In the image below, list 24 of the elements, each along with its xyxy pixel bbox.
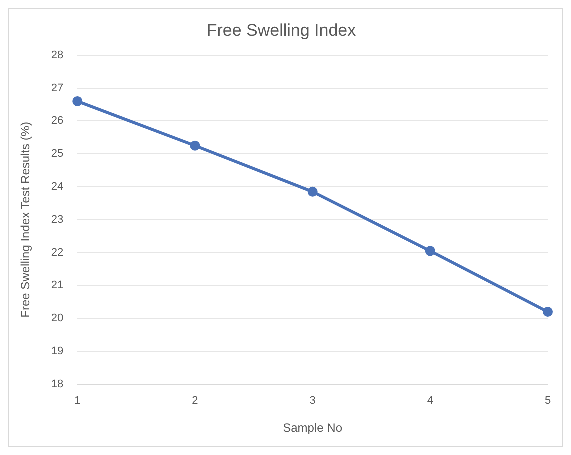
y-tick-label: 28 [51,49,64,62]
chart-title: Free Swelling Index [206,20,357,40]
point [190,140,200,151]
y-tick-label: 27 [51,82,64,94]
y-tick-label: 21 [51,280,64,292]
x-tick-label: 2 [192,395,198,408]
y-axis-title: Free Swelling Index Test Results (%) [18,122,33,318]
x-tick-label: 4 [427,395,434,408]
y-tick-label: 18 [51,378,64,390]
point [425,246,436,256]
x-axis-title: Sample No [283,421,343,436]
y-tick-label: 24 [51,181,64,194]
y-tick-label: 19 [51,346,64,358]
y-tick-label: 20 [51,312,64,325]
y-tick-label: 22 [51,246,64,259]
y-tick-label: 25 [51,148,64,160]
x-tick-label: 3 [310,395,316,408]
y-tick-label: 23 [51,214,64,226]
point [72,96,83,106]
point [308,186,318,197]
x-tick-label: 5 [544,395,552,408]
point [543,307,553,318]
y-tick-label: 26 [51,115,64,128]
x-tick-label: 1 [74,395,81,408]
